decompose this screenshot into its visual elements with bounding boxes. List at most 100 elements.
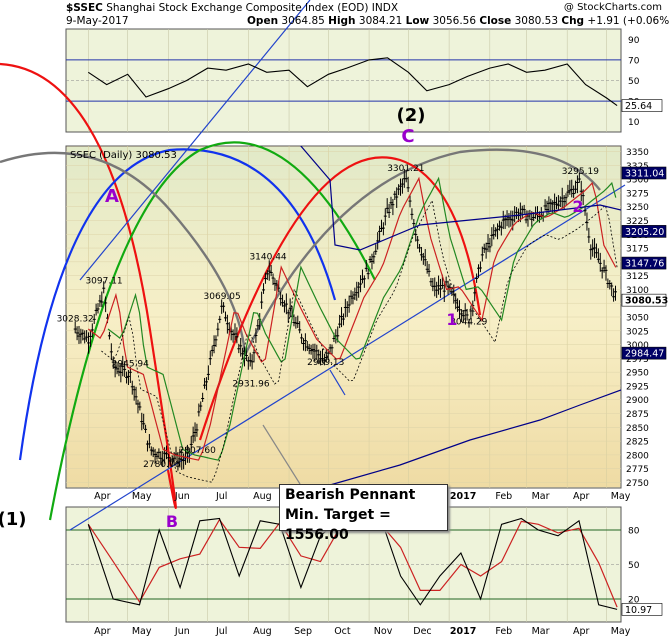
price-y-tick: 2775 <box>626 465 649 475</box>
wave-label: 1 <box>446 310 457 329</box>
x-tick-label: Jun <box>174 491 190 502</box>
bearish-pennant-callout: Bearish Pennant Min. Target = 1556.00 <box>279 484 448 543</box>
price-y-tick: 2925 <box>626 382 649 392</box>
price-series <box>73 146 621 486</box>
price-value-tag: 3311.04 <box>625 169 664 180</box>
x-tick-label-bottom: Sep <box>294 626 312 637</box>
x-tick-label-bottom: Oct <box>334 626 351 637</box>
rsi-y-tick: 90 <box>628 36 640 46</box>
x-tick-label: May <box>611 491 631 502</box>
green-cycle-arc <box>48 141 376 521</box>
stoch-value-tag-box <box>621 603 663 616</box>
price-y-tick: 3000 <box>626 341 649 351</box>
x-tick-label-bottom: Jun <box>174 626 190 637</box>
price-value-tag: 3147.76 <box>625 259 664 270</box>
price-y-tick: 2800 <box>626 451 649 461</box>
price-value-tag: 3205.20 <box>625 227 664 238</box>
price-y-tick: 2875 <box>626 410 649 420</box>
steep-trendline <box>79 0 311 281</box>
red-cycle-arc-2 <box>198 156 482 441</box>
stoch-y-tick: 50 <box>628 561 640 571</box>
bollinger-lower <box>101 199 618 483</box>
price-value-tag-box <box>621 256 667 270</box>
rsi-value-tag-box <box>621 99 663 112</box>
blue-cycle-arc <box>18 148 337 461</box>
price-y-tick: 2825 <box>626 438 649 448</box>
watermark: @ StockCharts.com <box>563 2 662 13</box>
x-tick-label-bottom: Apr <box>573 626 590 637</box>
x-tick-label-bottom: Jul <box>215 626 227 637</box>
price-y-tick: 2975 <box>626 355 649 365</box>
red-cycle-arc-1 <box>0 62 177 509</box>
price-y-tick: 3275 <box>626 189 649 199</box>
x-tick-label-bottom: Aug <box>253 626 272 637</box>
annotations: 3028.32 3097.11 2945.94 2780.76 2807.60 3069.… <box>0 99 668 616</box>
peak-label: 2945.94 <box>112 360 149 370</box>
price-y-tick: 2900 <box>626 396 649 406</box>
x-tick-label: Aug <box>253 491 272 502</box>
axis-labels: AprAprMayMayJunJunJulJulAugAugSepSepOctO… <box>94 36 649 637</box>
price-y-tick: 3025 <box>626 327 649 337</box>
x-tick-label: Apr <box>573 491 590 502</box>
peak-label: 3097.11 <box>85 276 122 286</box>
price-y-tick: 3300 <box>626 176 649 186</box>
gray-cycle-arc-1 <box>0 151 247 356</box>
price-y-tick: 3125 <box>626 272 649 282</box>
price-y-tick: 2850 <box>626 424 649 434</box>
ma-blue-lower <box>329 389 621 486</box>
high-value: 3084.21 <box>358 15 403 27</box>
price-y-tick: 2750 <box>626 479 649 489</box>
callout-pointer <box>262 424 301 485</box>
price-value-tag-box <box>621 346 667 360</box>
chart-title: $SSEC Shanghai Stock Exchange Composite … <box>66 2 398 14</box>
wave-label: 2 <box>572 197 583 216</box>
low-value: 3056.56 <box>432 15 477 27</box>
price-value-tag-box <box>621 293 667 307</box>
price-y-tick: 3175 <box>626 245 649 255</box>
callout-target: Min. Target = 1556.00 <box>285 507 391 543</box>
ma-red <box>87 176 617 461</box>
cycle-arcs <box>0 0 626 531</box>
x-tick-label-bottom: Nov <box>374 626 393 637</box>
x-tick-label: Jul <box>215 491 227 502</box>
x-tick-label-bottom: Feb <box>495 626 512 637</box>
grid-layer <box>66 29 621 622</box>
price-value-tag: 3080.53 <box>625 296 668 307</box>
lower-trendline <box>69 184 626 531</box>
price-y-tick: 2950 <box>626 369 649 379</box>
x-tick-label-bottom: 2017 <box>450 626 476 637</box>
price-value-tag-box <box>621 166 667 180</box>
peak-label: 2807.60 <box>179 446 216 456</box>
x-tick-label: Feb <box>495 491 512 502</box>
peak-label: 3028.32 <box>57 314 94 324</box>
peak-label: 2931.96 <box>232 380 269 390</box>
x-tick-label: 2017 <box>450 491 476 502</box>
wave-label: C <box>401 126 414 147</box>
peak-label: 3301.21 <box>387 164 424 174</box>
wave-label: B <box>166 512 178 531</box>
price-value-tag-box <box>621 225 667 238</box>
peak-label: 3044.29 <box>450 318 487 328</box>
x-tick-label-bottom: Dec <box>413 626 431 637</box>
peak-label: 3140.44 <box>249 253 286 263</box>
rsi-series <box>87 57 618 107</box>
index-name: Shanghai Stock Exchange Composite Index … <box>106 2 369 14</box>
stoch-value-tag: 10.97 <box>625 605 652 616</box>
x-tick-label-bottom: Mar <box>532 626 550 637</box>
price-y-tick: 3100 <box>626 286 649 296</box>
short-trendline <box>329 369 346 396</box>
wave-label: (1) <box>0 509 26 530</box>
chart-date: 9-May-2017 <box>66 15 129 27</box>
close-value: 3080.53 <box>514 15 559 27</box>
rsi-y-tick: 70 <box>628 56 640 66</box>
price-inline-legend: SSEC (Daily) 3080.53 <box>70 150 177 161</box>
x-tick-label: Apr <box>94 491 111 502</box>
stoch-y-tick: 20 <box>628 596 640 606</box>
rsi-y-tick: 50 <box>628 77 640 87</box>
exchange: INDX <box>371 2 399 14</box>
change-value: +1.91 (+0.06%) <box>587 15 670 27</box>
ma-blue-upper <box>300 146 621 251</box>
stoch-y-tick: 80 <box>628 527 640 537</box>
ohlc-readout: Open 3064.85 High 3084.21 Low 3056.56 Cl… <box>247 15 670 27</box>
